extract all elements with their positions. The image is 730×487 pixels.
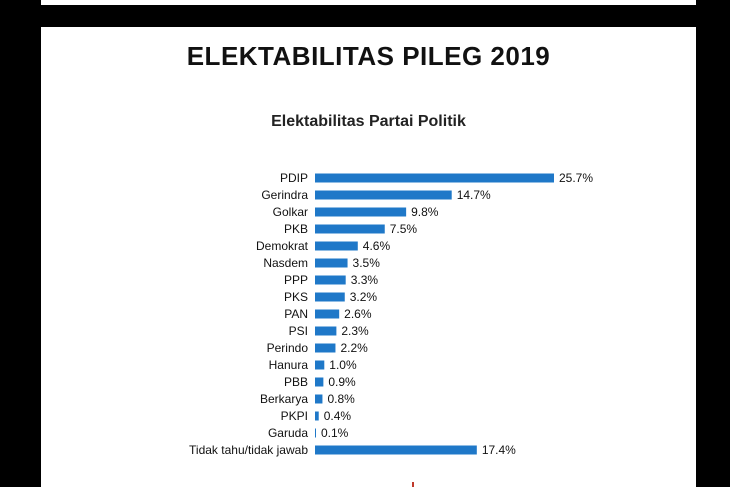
bar xyxy=(315,394,323,404)
data-label: 1.0% xyxy=(329,358,357,372)
data-label: 3.3% xyxy=(351,273,379,287)
data-label: 2.6% xyxy=(344,307,372,321)
data-label: 17.4% xyxy=(482,443,516,457)
category-label: Golkar xyxy=(273,205,308,219)
data-label: 4.6% xyxy=(363,239,391,253)
category-label: PDIP xyxy=(280,171,308,185)
bar xyxy=(315,360,325,370)
bar xyxy=(315,275,346,285)
data-label: 2.2% xyxy=(340,341,368,355)
category-label: Nasdem xyxy=(263,256,308,270)
category-label: Berkarya xyxy=(260,392,308,406)
category-label: PKB xyxy=(284,222,308,236)
data-label: 0.8% xyxy=(327,392,355,406)
category-label: PAN xyxy=(284,307,308,321)
category-label: Perindo xyxy=(267,341,309,355)
category-label: Tidak tahu/tidak jawab xyxy=(189,443,308,457)
bar xyxy=(315,411,319,421)
category-label: Hanura xyxy=(269,358,309,372)
category-label: PSI xyxy=(289,324,308,338)
bar xyxy=(315,241,358,251)
data-label: 25.7% xyxy=(559,171,593,185)
page-title: ELEKTABILITAS PILEG 2019 xyxy=(186,41,551,71)
category-label: PKS xyxy=(284,290,308,304)
bar xyxy=(315,258,348,268)
bar-chart: PDIP 25.7% Gerindra 14.7% Golkar 9.8% PKB 7.5% D… xyxy=(189,171,593,457)
data-label: 0.4% xyxy=(324,409,352,423)
bar xyxy=(315,190,452,200)
bar xyxy=(315,173,554,183)
bar xyxy=(315,428,316,438)
category-label: Garuda xyxy=(268,426,308,440)
category-label: Gerindra xyxy=(261,188,308,202)
category-label: Demokrat xyxy=(256,239,309,253)
slide: ELEKTABILITAS PILEG 2019 Elektabilitas P… xyxy=(41,27,696,487)
bar xyxy=(315,292,345,302)
data-label: 7.5% xyxy=(390,222,418,236)
category-label: PKPI xyxy=(281,409,308,423)
bar xyxy=(315,326,337,336)
data-label: 2.3% xyxy=(341,324,369,338)
data-label: 0.1% xyxy=(321,426,349,440)
data-label: 3.2% xyxy=(350,290,378,304)
bar xyxy=(315,445,477,455)
bar xyxy=(315,377,324,387)
category-label: PPP xyxy=(284,273,308,287)
chart-title: Elektabilitas Partai Politik xyxy=(271,113,466,130)
bar xyxy=(315,309,340,319)
top-slide-strip xyxy=(41,0,696,5)
data-label: 3.5% xyxy=(353,256,381,270)
data-label: 9.8% xyxy=(411,205,439,219)
data-label: 0.9% xyxy=(328,375,356,389)
bar xyxy=(315,207,407,217)
data-label: 14.7% xyxy=(457,188,491,202)
bar xyxy=(315,343,336,353)
category-label: PBB xyxy=(284,375,308,389)
bar xyxy=(315,224,385,234)
decorative-mark xyxy=(412,482,414,487)
